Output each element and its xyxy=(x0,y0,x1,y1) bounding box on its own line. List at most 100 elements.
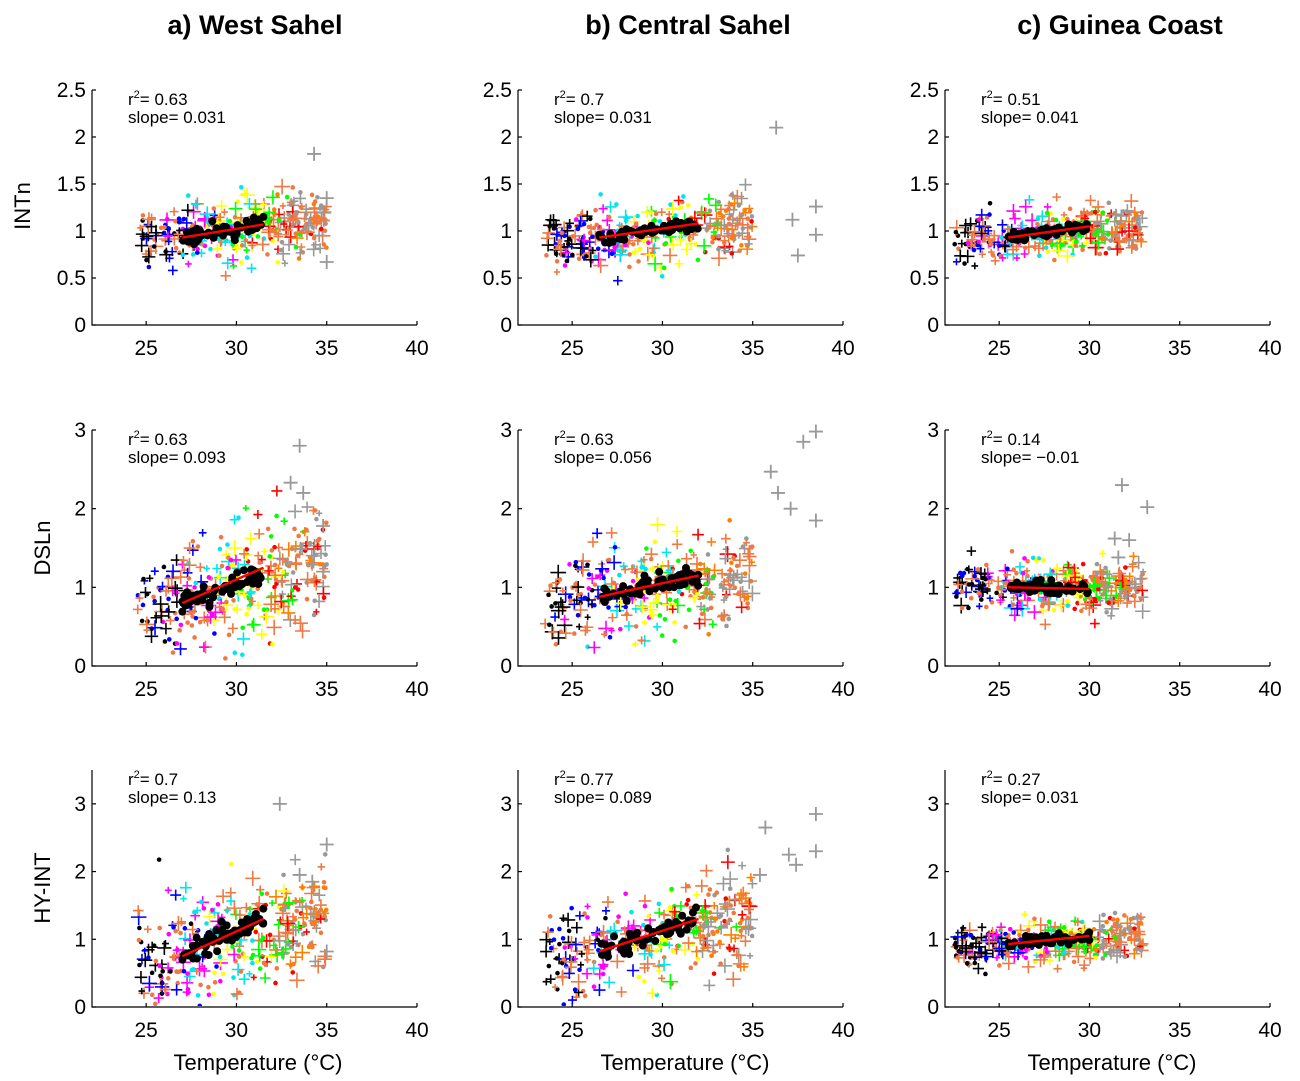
data-point-dot xyxy=(710,239,715,245)
data-point-plus xyxy=(639,956,656,972)
data-point-dot xyxy=(185,620,190,625)
data-point-dot xyxy=(709,953,714,959)
data-point-plus xyxy=(546,938,554,946)
data-point-plus xyxy=(584,614,591,621)
data-point-plus xyxy=(720,855,735,870)
data-point-plus xyxy=(248,620,257,629)
data-point-plus xyxy=(995,944,1009,958)
data-point-dot xyxy=(1103,250,1109,256)
r2-superscript: 2 xyxy=(560,769,566,781)
data-point-dot xyxy=(1074,239,1079,244)
mean-point xyxy=(1085,936,1094,945)
data-point-dot xyxy=(232,606,238,612)
data-point-plus xyxy=(972,962,985,975)
data-point-dot xyxy=(309,192,315,198)
data-point-dot xyxy=(738,928,743,934)
data-point-plus xyxy=(722,871,738,887)
x-tick-label: 40 xyxy=(405,1019,428,1042)
mean-point xyxy=(230,232,239,241)
mean-point xyxy=(259,904,268,913)
data-point-dot xyxy=(265,526,271,532)
data-point-plus xyxy=(260,547,268,556)
data-point-plus xyxy=(647,256,663,272)
data-point-dot xyxy=(983,576,988,582)
data-point-plus xyxy=(259,201,267,209)
data-point-dot xyxy=(614,202,619,207)
data-point-plus xyxy=(588,641,601,654)
data-point-plus xyxy=(220,270,231,281)
r2-suffix: = xyxy=(566,770,581,789)
slope-annotation: slope= 0.031 xyxy=(981,788,1079,807)
data-point-dot xyxy=(711,971,717,976)
data-point-dot xyxy=(149,970,155,976)
data-point-plus xyxy=(194,1011,207,1024)
data-point-dot xyxy=(170,650,176,655)
data-point-plus xyxy=(274,564,283,573)
data-point-plus xyxy=(1020,250,1029,258)
data-point-plus xyxy=(1054,599,1068,612)
data-point-plus xyxy=(564,237,572,245)
data-point-dot xyxy=(166,931,172,937)
data-point-plus xyxy=(183,542,196,554)
mean-point xyxy=(199,582,208,591)
data-point-dot xyxy=(705,552,711,557)
data-point-plus xyxy=(540,232,554,245)
data-point-dot xyxy=(1101,912,1106,918)
data-point-plus xyxy=(1033,917,1049,933)
slope-value: 0.056 xyxy=(609,448,652,467)
data-point-dot xyxy=(643,566,648,572)
data-point-dot xyxy=(214,964,219,969)
data-point-plus xyxy=(690,551,697,559)
mean-point xyxy=(1037,932,1046,941)
data-point-plus xyxy=(1121,223,1137,240)
data-point-plus xyxy=(732,553,748,568)
mean-point xyxy=(204,951,213,960)
data-point-dot xyxy=(629,909,634,915)
data-point-dot xyxy=(1010,602,1016,607)
data-point-dot xyxy=(235,199,241,205)
data-point-dot xyxy=(982,236,987,242)
data-point-dot xyxy=(615,919,620,925)
data-point-plus xyxy=(641,205,654,219)
data-point-dot xyxy=(176,216,182,221)
data-point-plus xyxy=(645,251,654,259)
data-point-dot xyxy=(265,252,270,257)
data-point-dot xyxy=(590,234,595,240)
data-point-dot xyxy=(1023,947,1029,953)
data-point-plus xyxy=(1124,194,1139,209)
mean-point xyxy=(252,215,261,224)
data-point-plus xyxy=(295,897,305,907)
data-point-dot xyxy=(594,222,600,228)
data-point-plus xyxy=(1088,581,1099,592)
data-point-plus xyxy=(744,592,752,601)
r2-annotation: r2= 0.51 xyxy=(981,89,1041,109)
data-point-plus xyxy=(732,955,749,972)
data-point-dot xyxy=(557,577,563,582)
data-point-dot xyxy=(191,967,196,972)
data-point-dot xyxy=(984,562,989,568)
mean-point xyxy=(254,580,263,589)
data-point-dot xyxy=(236,515,241,520)
data-point-plus xyxy=(742,911,759,928)
x-tick-label: 25 xyxy=(134,678,157,701)
data-point-plus xyxy=(996,595,1005,605)
data-point-dot xyxy=(1051,607,1057,613)
data-point-dot xyxy=(989,600,995,605)
data-point-plus xyxy=(725,917,733,926)
r2-value: 0.63 xyxy=(154,90,187,109)
data-point-plus xyxy=(253,528,265,540)
y-tick-label: 1 xyxy=(74,928,86,951)
data-point-dot xyxy=(206,992,212,998)
data-point-plus xyxy=(667,239,679,251)
data-point-plus xyxy=(1128,948,1140,960)
data-point-dot xyxy=(1017,932,1022,938)
data-point-dot xyxy=(557,941,562,947)
x-axis-label-guinea-coast: Temperature (°C) xyxy=(1028,1050,1197,1075)
data-point-dot xyxy=(139,618,145,624)
data-point-plus xyxy=(682,936,696,950)
data-point-plus xyxy=(280,517,288,525)
data-point-plus xyxy=(1009,609,1021,622)
data-point-dot xyxy=(226,632,232,638)
row-label-dsln: DSLn xyxy=(30,520,55,575)
data-point-plus xyxy=(315,548,327,559)
